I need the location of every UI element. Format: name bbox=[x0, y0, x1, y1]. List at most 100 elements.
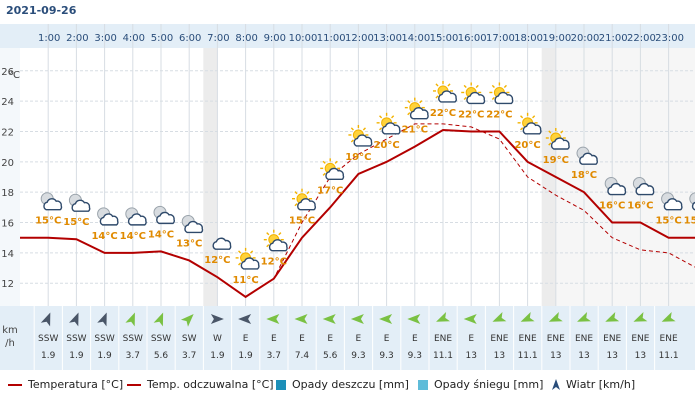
partly-cloudy-day-icon bbox=[461, 82, 486, 105]
legend-feels-like[interactable]: Temp. odczuwalna [°C] bbox=[127, 378, 274, 391]
y-tick-label: 12 bbox=[1, 279, 14, 290]
hour-label: 3:00 bbox=[94, 33, 116, 44]
legend-rain-label: Opady deszczu [mm] bbox=[292, 378, 409, 391]
wind-direction: W bbox=[213, 334, 222, 344]
wind-speed: 9.3 bbox=[351, 351, 365, 361]
wind-arrow-icon bbox=[463, 314, 477, 324]
page-title: 2021-09-26 bbox=[6, 4, 77, 17]
wind-arrow-icon bbox=[153, 312, 164, 327]
wind-speed: 9.3 bbox=[379, 351, 393, 361]
wind-speed: 11.1 bbox=[659, 351, 679, 361]
temperature-label: 15°C bbox=[35, 216, 61, 227]
wind-arrow-icon bbox=[350, 314, 364, 324]
partly-cloudy-day-icon bbox=[235, 247, 260, 270]
wind-arrow-icon bbox=[407, 314, 421, 324]
temperature-label: 13°C bbox=[176, 238, 202, 249]
y-tick-label: 14 bbox=[1, 249, 14, 260]
hour-label: 8:00 bbox=[235, 33, 257, 44]
hour-label: 1:00 bbox=[38, 33, 60, 44]
wind-speed: 11.1 bbox=[518, 351, 538, 361]
wind-speed: 13 bbox=[606, 351, 617, 361]
wind-direction: E bbox=[327, 334, 333, 344]
y-tick-label: 24 bbox=[1, 97, 14, 108]
legend-temperature[interactable]: Temperatura [°C] bbox=[8, 378, 123, 391]
night-band-morning bbox=[203, 48, 218, 306]
partly-cloudy-day-icon bbox=[489, 82, 514, 105]
partly-cloudy-night-icon bbox=[576, 146, 598, 165]
wind-direction: SSW bbox=[151, 334, 171, 344]
temperature-label: 14°C bbox=[120, 231, 146, 242]
y-tick-label: 20 bbox=[1, 158, 14, 169]
wind-direction: E bbox=[243, 334, 249, 344]
legend-wind[interactable]: Wiatr [km/h] bbox=[550, 378, 635, 391]
wind-speed: 13 bbox=[494, 351, 505, 361]
temperature-label: 21°C bbox=[402, 125, 428, 136]
wind-arrow-icon bbox=[69, 312, 79, 327]
wind-speed: 1.9 bbox=[41, 351, 56, 361]
partly-cloudy-night-icon bbox=[153, 205, 175, 225]
hour-label: 5:00 bbox=[151, 33, 173, 44]
hour-label: 4:00 bbox=[123, 33, 145, 44]
wind-arrow-icon bbox=[492, 312, 507, 322]
partly-cloudy-night-icon bbox=[125, 207, 147, 226]
hour-label: 7:00 bbox=[207, 33, 229, 44]
wind-arrow-icon bbox=[180, 314, 194, 327]
hour-label: 13:00 bbox=[373, 33, 402, 44]
cloudy-icon bbox=[212, 237, 232, 250]
temperature-label: 12°C bbox=[204, 255, 230, 266]
hour-label: 11:00 bbox=[317, 33, 346, 44]
wind-direction: ENE bbox=[490, 334, 508, 344]
rain-swatch bbox=[276, 380, 286, 390]
legend-snow[interactable]: Opady śniegu [mm] bbox=[418, 378, 543, 391]
temperature-label: 18°C bbox=[571, 170, 597, 181]
wind-speed: 13 bbox=[465, 351, 476, 361]
partly-cloudy-day-icon bbox=[263, 229, 288, 252]
temperature-label: 17°C bbox=[317, 185, 343, 196]
wind-arrow-icon bbox=[605, 312, 620, 322]
hour-label: 20:00 bbox=[571, 33, 600, 44]
wind-arrow-icon bbox=[322, 314, 336, 324]
wind-speed: 3.7 bbox=[182, 351, 196, 361]
y-unit-label: °C bbox=[8, 70, 20, 81]
legend-wind-label: Wiatr [km/h] bbox=[566, 378, 636, 391]
partly-cloudy-night-icon bbox=[632, 177, 655, 196]
hour-label: 21:00 bbox=[599, 33, 628, 44]
wind-speed: 1.9 bbox=[210, 351, 225, 361]
wind-direction: ENE bbox=[603, 334, 621, 344]
wind-speed: 3.7 bbox=[267, 351, 281, 361]
wind-speed: 11.1 bbox=[433, 351, 453, 361]
temperature-label: 14°C bbox=[91, 231, 117, 242]
wind-speed: 1.9 bbox=[238, 351, 253, 361]
partly-cloudy-day-icon bbox=[517, 112, 542, 135]
hour-label: 2:00 bbox=[66, 33, 88, 44]
legend-rain[interactable]: Opady deszczu [mm] bbox=[276, 378, 409, 391]
wind-direction: E bbox=[271, 334, 277, 344]
wind-arrow-icon bbox=[379, 314, 393, 324]
wind-direction: E bbox=[384, 334, 390, 344]
temperature-label: 22°C bbox=[486, 109, 512, 120]
legend-feels-like-label: Temp. odczuwalna [°C] bbox=[147, 378, 274, 391]
wind-speed: 13 bbox=[578, 351, 589, 361]
wind-arrow-icon bbox=[577, 312, 591, 322]
legend-snow-label: Opady śniegu [mm] bbox=[434, 378, 544, 391]
hour-label: 14:00 bbox=[401, 33, 430, 44]
wind-direction: SSW bbox=[66, 334, 86, 344]
wind-arrow-icon bbox=[436, 312, 450, 322]
wind-arrow-icon bbox=[210, 314, 224, 324]
hour-label: 6:00 bbox=[179, 33, 201, 44]
temperature-label: 20°C bbox=[373, 140, 399, 151]
hour-label: 16:00 bbox=[458, 33, 487, 44]
wind-arrow-icon bbox=[633, 312, 648, 322]
temperature-label: 15°C bbox=[289, 216, 315, 227]
wind-direction: ENE bbox=[519, 334, 537, 344]
wind-arrow-icon bbox=[661, 312, 676, 322]
partly-cloudy-night-icon bbox=[68, 193, 91, 212]
wind-arrow-icon bbox=[125, 312, 135, 327]
partly-cloudy-day-icon bbox=[320, 158, 345, 181]
wind-direction: SW bbox=[182, 334, 197, 344]
hour-label: 23:00 bbox=[655, 33, 684, 44]
wind-direction: E bbox=[299, 334, 305, 344]
wind-arrow-icon bbox=[238, 314, 252, 324]
wind-direction: SSW bbox=[94, 334, 114, 344]
wind-speed: 7.4 bbox=[295, 351, 310, 361]
